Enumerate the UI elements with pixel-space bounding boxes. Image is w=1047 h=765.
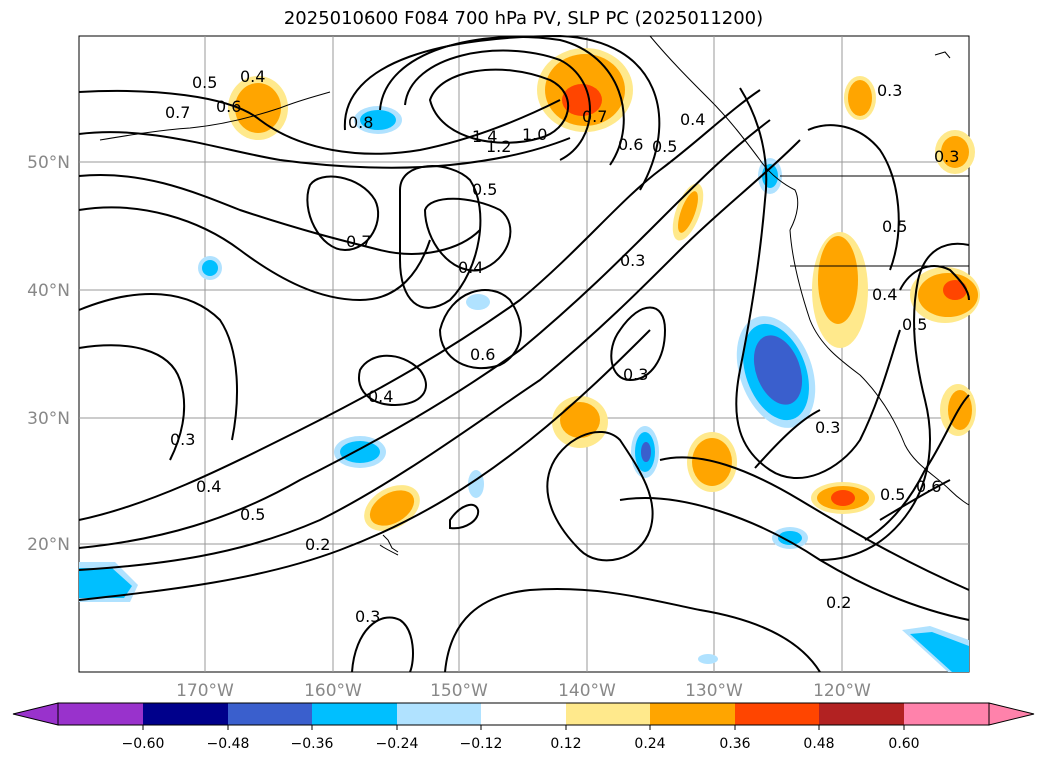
colorbar-segment	[397, 703, 481, 725]
colorbar-segment	[481, 703, 566, 725]
contour-label: 0.6	[618, 135, 643, 154]
pv-negative-region	[360, 110, 396, 130]
colorbar-extend-low	[12, 702, 59, 726]
pv-negative-region	[753, 335, 803, 405]
colorbar-segment	[819, 703, 904, 725]
colorbar-tick: 0.60	[888, 736, 919, 752]
latitude-labels: 50°N 40°N 30°N 20°N	[27, 153, 70, 555]
pv-negative-region	[79, 568, 132, 598]
lon-label: 170°W	[176, 681, 234, 701]
contour-label: 0.3	[623, 365, 648, 384]
map-panel	[78, 34, 980, 673]
contour-label: 0.7	[346, 232, 371, 251]
lat-label: 30°N	[27, 409, 70, 429]
colorbar-tick: 0.36	[719, 736, 750, 752]
gridlines	[79, 36, 969, 672]
lon-label: 160°W	[304, 681, 362, 701]
contour-label: 0.7	[165, 103, 190, 122]
contour-label: 1.4	[472, 127, 497, 146]
contour-label: 0.3	[815, 418, 840, 437]
contour-label: 0.4	[240, 67, 265, 86]
contour-label: 0.4	[458, 258, 483, 277]
contour-labels: 0.5 0.4 0.7 0.6 0.8 1.4 1.2 1.0 0.7 0.6 …	[165, 67, 959, 626]
colorbar-tick: 0.12	[550, 736, 581, 752]
lat-label: 50°N	[27, 153, 70, 173]
pv-positive-region	[943, 280, 967, 300]
pv-negative-region	[641, 442, 651, 462]
pv-negative-region	[778, 531, 802, 545]
contour-label: 0.3	[934, 147, 959, 166]
colorbar-tick: −0.12	[460, 736, 503, 752]
pv-negative-region	[202, 260, 218, 276]
pv-negative-region	[698, 654, 718, 664]
contour-label: 0.2	[826, 593, 851, 612]
pv-positive-region	[818, 236, 858, 324]
coastlines	[99, 35, 970, 556]
lon-label: 150°W	[430, 681, 488, 701]
pv-positive-region	[831, 490, 855, 506]
lon-label: 130°W	[685, 681, 743, 701]
contour-label: 0.2	[305, 535, 330, 554]
contour-label: 0.4	[196, 477, 221, 496]
colorbar-tick: −0.36	[291, 736, 334, 752]
pv-negative-region	[340, 441, 380, 463]
colorbar-tick: −0.24	[376, 736, 419, 752]
colorbar-tick: −0.60	[122, 736, 165, 752]
contour-label: 0.6	[916, 477, 941, 496]
colorbar-extend-high	[988, 702, 1035, 726]
pv-positive-region	[562, 84, 602, 116]
contour-label: 0.5	[192, 73, 217, 92]
colorbar: −0.60 −0.48 −0.36 −0.24 −0.12 0.12 0.24 …	[12, 702, 1035, 752]
colorbar-segment	[904, 703, 989, 725]
longitude-labels: 170°W 160°W 150°W 140°W 130°W 120°W	[176, 681, 871, 701]
pv-negative-region	[466, 294, 490, 310]
colorbar-segment	[735, 703, 819, 725]
contour-label: 0.3	[170, 430, 195, 449]
contour-label: 0.3	[355, 607, 380, 626]
contour-label: 1.0	[522, 125, 547, 144]
contour-label: 0.5	[880, 485, 905, 504]
pv-positive-region	[235, 83, 281, 133]
colorbar-tick: 0.48	[803, 736, 834, 752]
contour-label: 0.3	[620, 251, 645, 270]
contour-label: 0.5	[240, 505, 265, 524]
colorbar-tick: −0.48	[207, 736, 250, 752]
colorbar-segment	[312, 703, 397, 725]
pv-positive-region	[848, 80, 872, 116]
colorbar-tick: 0.24	[634, 736, 665, 752]
contour-label: 0.6	[470, 345, 495, 364]
lon-label: 120°W	[813, 681, 871, 701]
contour-label: 0.6	[216, 97, 241, 116]
contour-label: 0.4	[680, 110, 705, 129]
colorbar-segment	[566, 703, 650, 725]
lon-label: 140°W	[558, 681, 616, 701]
contour-label: 0.8	[348, 113, 373, 132]
contour-label: 1.2	[486, 137, 511, 156]
contour-label: 0.5	[902, 315, 927, 334]
colorbar-segment	[650, 703, 735, 725]
pv-positive-region	[560, 402, 600, 438]
colorbar-segment	[228, 703, 312, 725]
contour-label: 0.4	[872, 285, 897, 304]
pv-negative-region	[910, 632, 969, 672]
pv-positive-region	[678, 191, 698, 233]
contour-label: 0.7	[582, 107, 607, 126]
contour-label: 0.3	[877, 81, 902, 100]
contour-label: 0.5	[882, 217, 907, 236]
colorbar-segment	[143, 703, 228, 725]
contour-label: 0.5	[472, 180, 497, 199]
contour-label: 0.5	[652, 137, 677, 156]
lat-label: 20°N	[27, 535, 70, 555]
colorbar-segment	[58, 703, 143, 725]
pv-positive-region	[941, 136, 969, 168]
map-title: 2025010600 F084 700 hPa PV, SLP PC (2025…	[283, 8, 764, 29]
lat-label: 40°N	[27, 281, 70, 301]
pv-positive-region	[369, 490, 415, 526]
contour-label: 0.4	[368, 387, 393, 406]
slp-contours	[78, 34, 970, 673]
